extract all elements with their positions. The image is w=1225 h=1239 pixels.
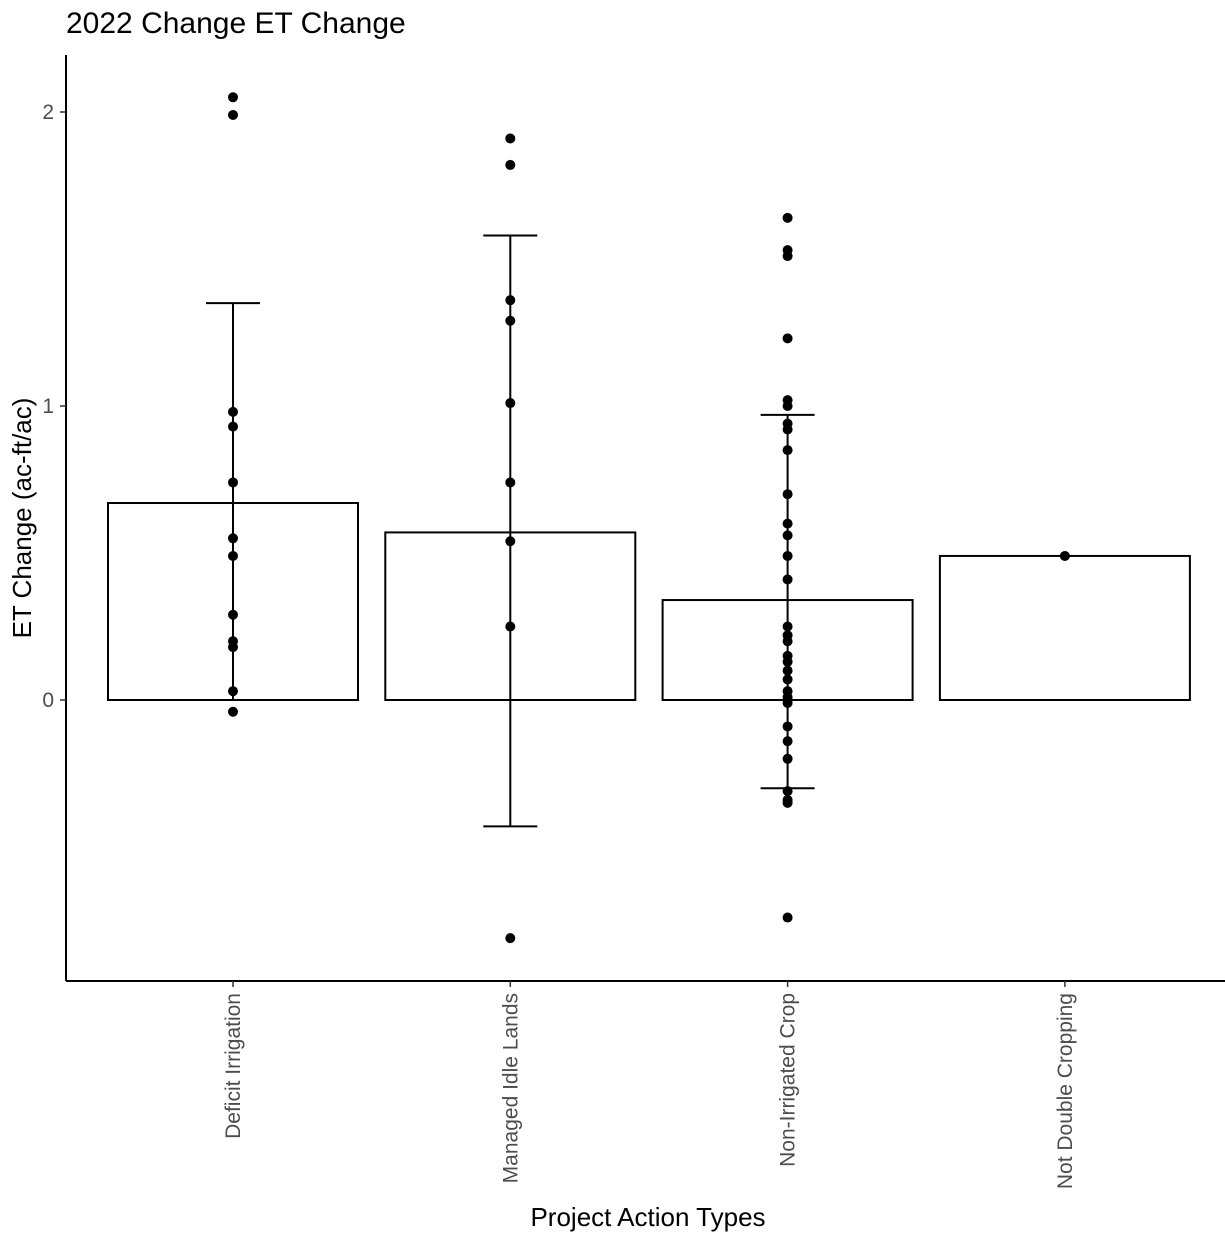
- data-point: [228, 533, 238, 544]
- data-point: [782, 674, 793, 685]
- chart-title: 2022 Change ET Change: [66, 7, 406, 40]
- bar: [938, 554, 1191, 701]
- x-tick-label: Non-Irrigated Crop: [777, 993, 800, 1167]
- y-axis-title: ET Change (ac-ft/ac): [7, 398, 37, 639]
- data-point: [228, 706, 238, 717]
- data-point: [782, 574, 793, 585]
- y-tick-label: 1: [42, 395, 54, 418]
- data-point: [228, 642, 238, 653]
- x-tick-label: Deficit Irrigation: [222, 993, 245, 1139]
- y-ticks: 0 1 2: [42, 101, 66, 712]
- data-point: [505, 621, 516, 632]
- data-point: [782, 721, 793, 732]
- data-point: [505, 536, 516, 547]
- data-point: [228, 609, 238, 620]
- data-point: [505, 133, 516, 144]
- x-tick-label: Not Double Cropping: [1054, 993, 1077, 1189]
- plot-area: [107, 92, 1191, 944]
- data-point: [782, 401, 793, 411]
- data-point: [228, 92, 238, 103]
- data-point: [782, 530, 793, 541]
- data-point: [505, 159, 516, 170]
- data-point: [782, 656, 793, 667]
- data-point: [228, 477, 238, 488]
- data-point: [782, 212, 793, 223]
- data-point: [228, 109, 238, 120]
- data-point: [228, 686, 238, 697]
- data-point: [782, 489, 793, 500]
- y-tick-label: 0: [42, 689, 54, 712]
- data-point: [505, 477, 516, 488]
- data-point: [505, 315, 516, 326]
- data-point: [505, 398, 516, 409]
- x-axis-title: Project Action Types: [530, 1202, 765, 1232]
- data-point: [782, 518, 793, 529]
- data-point: [782, 550, 793, 561]
- data-point: [782, 251, 793, 262]
- data-point: [782, 636, 793, 647]
- x-ticks: Deficit Irrigation Managed Idle Lands Non-…: [222, 981, 1077, 1189]
- data-point: [782, 333, 793, 344]
- y-tick-label: 2: [42, 101, 54, 124]
- data-point: [505, 933, 516, 944]
- data-point: [505, 295, 516, 306]
- data-point: [782, 697, 793, 708]
- data-point: [228, 421, 238, 432]
- x-tick-label: Managed Idle Lands: [499, 993, 522, 1183]
- data-point: [782, 753, 793, 764]
- data-point: [228, 550, 238, 561]
- data-point: [782, 912, 793, 923]
- data-point: [782, 621, 793, 632]
- data-point: [228, 406, 238, 417]
- data-point: [1059, 550, 1070, 561]
- data-point: [782, 445, 793, 456]
- data-point: [782, 665, 793, 676]
- data-point: [782, 424, 793, 435]
- data-point: [782, 786, 793, 797]
- data-point: [782, 797, 793, 808]
- data-point: [782, 736, 793, 747]
